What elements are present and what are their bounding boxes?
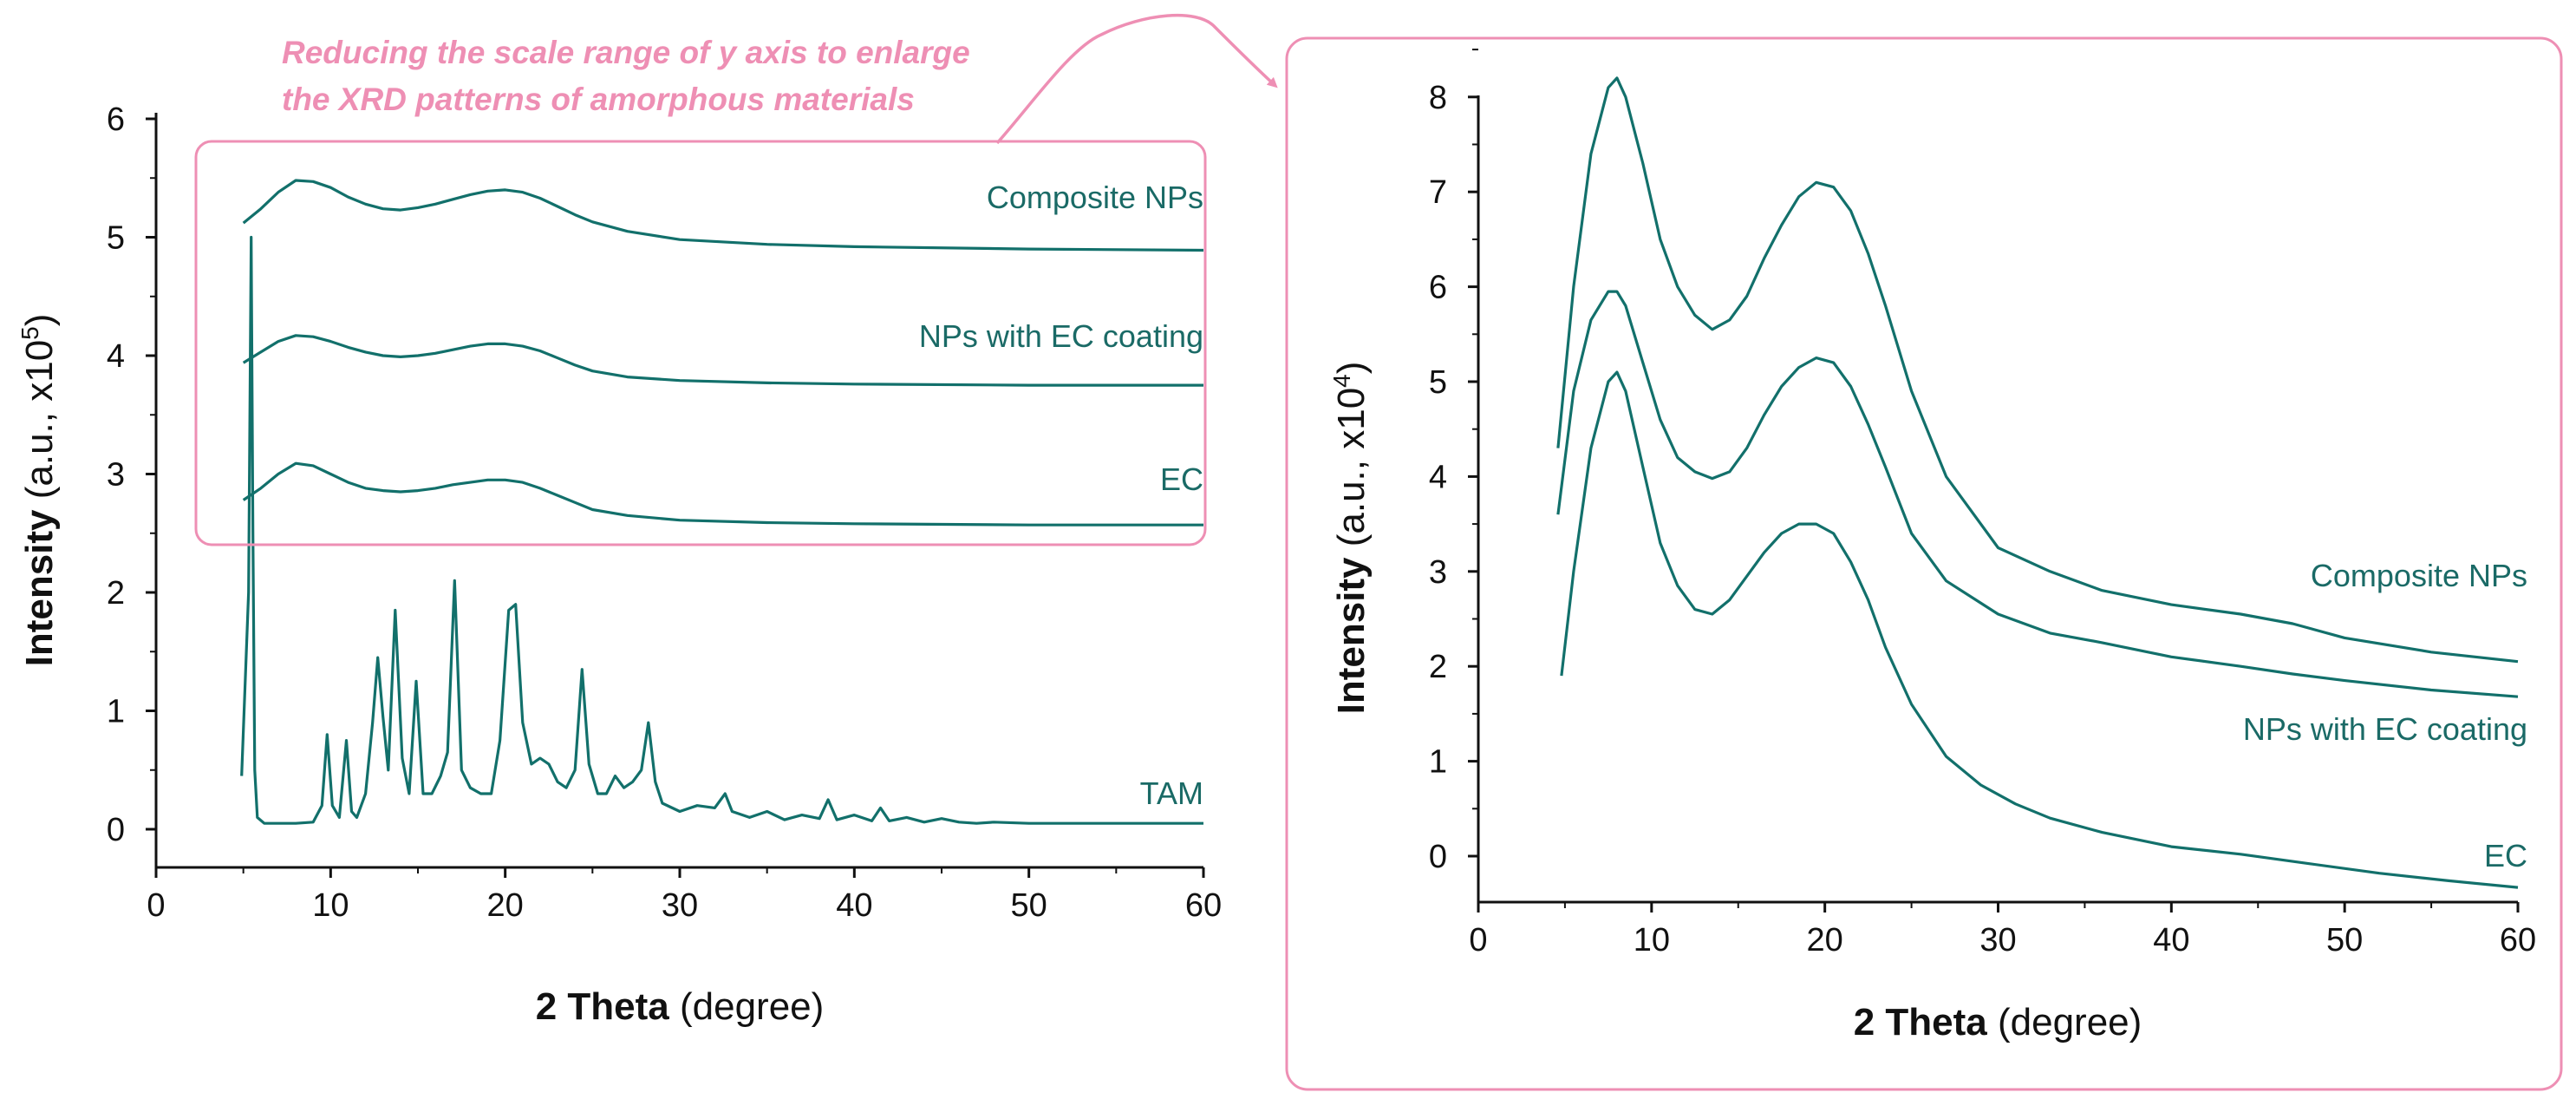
left-ticks: 0 10 20 30 40 50 60 0 1 2 3 4 5 6	[107, 101, 1222, 924]
right-x-tick-label: 40	[2153, 922, 2189, 958]
left-x-tick-label: 60	[1185, 887, 1222, 924]
right-x-axis-title: 2 Theta (degree)	[1854, 1001, 2142, 1043]
left-x-tick-label: 50	[1011, 887, 1047, 924]
right-series-composite-nps	[1556, 76, 2519, 664]
right-x-tick-label: 20	[1807, 922, 1843, 958]
left-y-tick-label: 0	[107, 812, 125, 848]
right-x-tick-label: 10	[1634, 922, 1670, 958]
left-y-tick-label: 6	[107, 101, 125, 138]
left-x-tick-label: 10	[312, 887, 349, 924]
right-series-label: NPs with EC coating	[2243, 711, 2527, 747]
annotation-line-2: the XRD patterns of amorphous materials	[282, 82, 915, 117]
right-x-tick-label: 50	[2326, 922, 2363, 958]
left-x-tick-label: 40	[836, 887, 872, 924]
left-series-label: TAM	[1140, 775, 1203, 811]
highlight-box	[194, 140, 1207, 546]
left-y-tick-label: 1	[107, 694, 125, 730]
right-x-tick-label: 60	[2500, 922, 2536, 958]
left-chart: 0 10 20 30 40 50 60 0 1 2 3 4 5 6 Composite NPs NPs wi…	[16, 101, 1222, 1028]
right-series	[1556, 76, 2519, 889]
left-series-label: Composite NPs	[987, 180, 1203, 215]
right-series-label: EC	[2484, 838, 2527, 873]
right-x-tick-label: 30	[1979, 922, 2016, 958]
right-y-tick-label: 6	[1429, 270, 1447, 306]
left-x-tick-label: 30	[662, 887, 698, 924]
right-series-labels: Composite NPs NPs with EC coating EC	[2243, 558, 2527, 873]
left-y-tick-label: 4	[107, 338, 125, 375]
left-series-nps-with-ec-coating	[242, 334, 1203, 387]
right-y-tick-label: 1	[1429, 744, 1447, 781]
annotation-line-1: Reducing the scale range of y axis to en…	[282, 35, 970, 70]
left-series-tam	[240, 235, 1203, 825]
left-series-label: EC	[1160, 461, 1203, 497]
left-series-composite-nps	[242, 179, 1204, 252]
right-series-label: Composite NPs	[2311, 558, 2527, 593]
right-y-axis-title: Intensity (a.u., x104)	[1328, 362, 1373, 715]
left-series-label: NPs with EC coating	[919, 318, 1203, 354]
left-gridless-axes	[154, 113, 1203, 869]
right-y-tick-label: 2	[1429, 649, 1447, 685]
right-x-tick-label: 0	[1469, 922, 1487, 958]
right-chart: 0 10 20 30 40 50 60 0 1 2 3 4 5 6 7 8 Composite NPs NPs …	[1328, 49, 2536, 1043]
right-y-tick-label: 8	[1429, 80, 1447, 116]
left-series-labels: Composite NPs NPs with EC coating EC TAM	[919, 180, 1203, 811]
right-series-ec	[1560, 370, 2519, 889]
right-y-tick-label: 5	[1429, 364, 1447, 401]
left-y-axis-title: Intensity (a.u., x105)	[16, 314, 61, 667]
left-y-tick-label: 5	[107, 220, 125, 257]
right-y-tick-label: 0	[1429, 839, 1447, 875]
right-series-nps-with-ec-coating	[1556, 290, 2519, 698]
right-gridless-axes	[1477, 95, 2518, 904]
left-x-tick-label: 20	[487, 887, 524, 924]
right-y-tick-label: 4	[1429, 459, 1447, 495]
left-y-tick-label: 2	[107, 575, 125, 612]
left-series	[240, 179, 1204, 825]
left-series-ec	[242, 461, 1203, 527]
left-x-axis-title: 2 Theta (degree)	[536, 985, 825, 1028]
right-y-tick-label: 7	[1429, 174, 1447, 211]
right-panel-frame	[1285, 36, 2563, 1091]
left-y-tick-label: 3	[107, 457, 125, 494]
left-x-tick-label: 0	[147, 887, 165, 924]
right-y-tick-label: 3	[1429, 554, 1447, 591]
annotation-arrow	[995, 13, 1278, 145]
right-ticks: 0 10 20 30 40 50 60 0 1 2 3 4 5 6 7 8	[1429, 49, 2536, 958]
